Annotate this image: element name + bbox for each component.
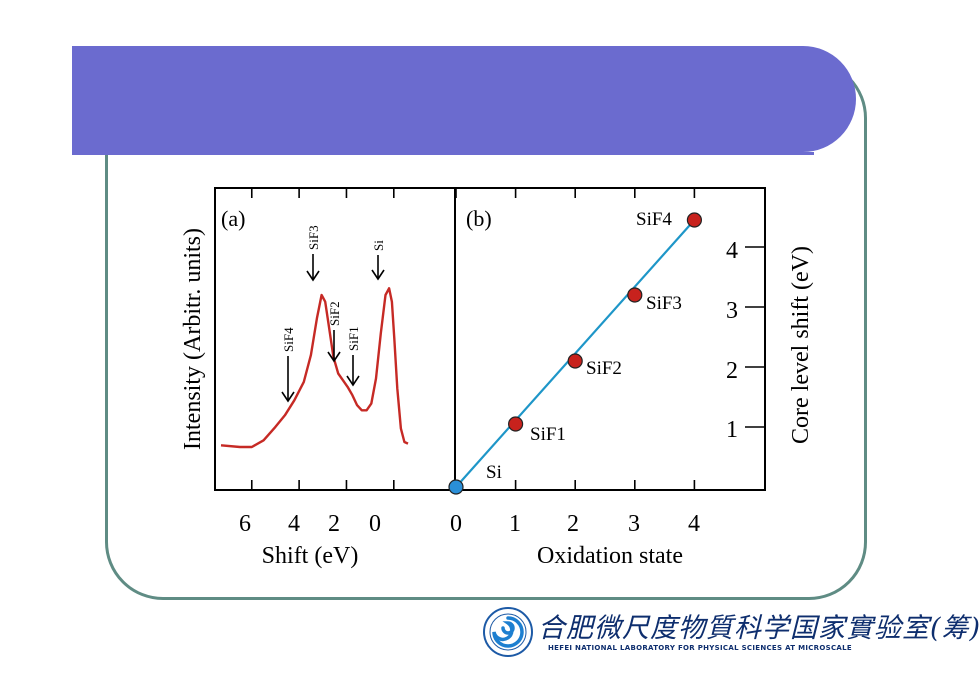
panel-a-label: (a) [221,206,245,231]
data-point-sif4 [686,212,703,228]
peak-label-sif4: SiF4 [281,327,296,352]
panel-a-ticks [250,188,395,490]
peak-label-sif1: SiF1 [346,326,361,351]
y-tick-b-4: 4 [726,238,738,264]
data-point-si [448,479,464,495]
y-axis-title-b: Core level shift (eV) [788,246,814,444]
x-axis-title-a: Shift (eV) [262,543,359,569]
x-tick-b-0: 0 [450,511,462,537]
x-tick-a-4: 4 [288,511,300,537]
x-tick-b-3: 3 [628,511,640,537]
institution-logo: 合肥微尺度物質科学国家實验室(筹) HEFEI NATIONAL LABORAT… [482,604,980,660]
point-label-si: Si [486,462,502,483]
point-label-sif2: SiF2 [586,358,622,379]
point-label-sif4: SiF4 [636,209,672,230]
x-tick-a-0: 0 [369,511,381,537]
arrow-sif4-head [281,391,295,403]
logo-name-english: HEFEI NATIONAL LABORATORY FOR PHYSICAL S… [548,644,852,652]
x-tick-a-2: 2 [328,511,340,537]
peak-label-sif2: SiF2 [327,301,342,326]
x-tick-b-2: 2 [567,511,579,537]
y-tick-b-1: 1 [726,417,738,443]
peak-arrows [281,254,385,403]
data-point-sif1 [507,416,524,432]
arrow-sif3-head [306,270,320,282]
x-tick-b-1: 1 [509,511,521,537]
panel-a-frame [214,187,456,491]
x-axis-title-b: Oxidation state [537,543,683,569]
arrow-sif1-head [346,375,360,387]
y-tick-b-3: 3 [726,298,738,324]
arrow-si-head [371,269,385,281]
x-tick-b-4: 4 [688,511,700,537]
point-label-sif3: SiF3 [646,293,682,314]
point-labels: Si SiF1 SiF2 SiF3 SiF4 [486,209,682,483]
panel-b-frame [454,187,766,491]
peak-label-sif3: SiF3 [306,225,321,250]
data-point-sif2 [567,353,583,369]
logo-emblem-icon [483,607,533,657]
arrow-sif2-head [327,351,341,363]
spectrum-line [220,287,409,449]
y-tick-b-2: 2 [726,358,738,384]
y-axis-title-a: Intensity (Arbitr. units) [180,228,206,450]
panel-b-ticks [455,188,765,490]
title-banner [72,46,856,152]
peak-labels: SiF4 SiF3 SiF2 SiF1 Si [281,225,386,352]
point-label-sif1: SiF1 [530,424,566,445]
data-points [448,212,703,495]
panel-b-label: (b) [466,206,492,231]
x-tick-a-6: 6 [239,511,251,537]
peak-label-si: Si [371,240,386,251]
logo-name-chinese: 合肥微尺度物質科学国家實验室(筹) [538,613,980,644]
data-point-sif3 [627,287,643,303]
banner-underline [72,152,814,155]
